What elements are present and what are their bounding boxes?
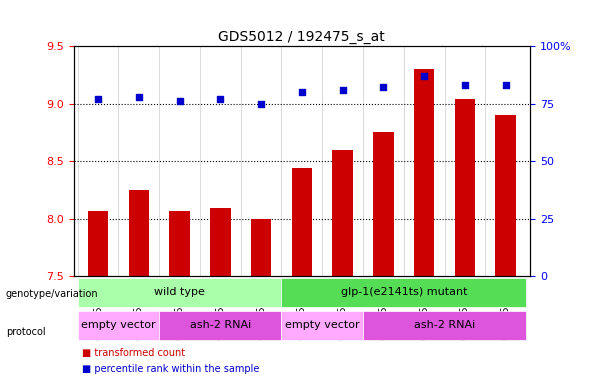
Bar	[292, 168, 312, 276]
Bar	[251, 218, 272, 276]
Text: glp-1(e2141ts) mutant: glp-1(e2141ts) mutant	[340, 288, 467, 298]
FancyBboxPatch shape	[159, 311, 282, 340]
Text: ■ transformed count: ■ transformed count	[82, 348, 186, 358]
FancyBboxPatch shape	[282, 278, 526, 307]
Point	[460, 82, 469, 88]
FancyBboxPatch shape	[78, 311, 159, 340]
Bar	[88, 210, 108, 276]
Text: wild type: wild type	[154, 288, 205, 298]
Bar	[170, 210, 190, 276]
Bar	[495, 115, 516, 276]
Point	[501, 82, 510, 88]
Text: ■ percentile rank within the sample: ■ percentile rank within the sample	[82, 364, 260, 374]
FancyBboxPatch shape	[78, 278, 282, 307]
Point	[216, 96, 225, 102]
Bar	[414, 69, 434, 276]
Text: empty vector: empty vector	[285, 320, 359, 330]
Point	[256, 101, 266, 107]
Bar	[373, 132, 393, 276]
Point	[338, 87, 348, 93]
Point	[379, 84, 388, 91]
Bar	[128, 190, 149, 276]
Text: ash-2 RNAi: ash-2 RNAi	[414, 320, 475, 330]
Bar	[332, 150, 353, 276]
Point	[175, 98, 184, 104]
Bar	[210, 208, 230, 276]
Text: empty vector: empty vector	[81, 320, 155, 330]
FancyBboxPatch shape	[282, 311, 363, 340]
Text: genotype/variation: genotype/variation	[6, 289, 98, 299]
Text: ash-2 RNAi: ash-2 RNAi	[190, 320, 251, 330]
Text: protocol: protocol	[6, 327, 45, 337]
Point	[419, 73, 429, 79]
Point	[134, 94, 144, 100]
Point	[297, 89, 307, 95]
FancyBboxPatch shape	[363, 311, 526, 340]
Bar	[455, 99, 475, 276]
Title: GDS5012 / 192475_s_at: GDS5012 / 192475_s_at	[219, 30, 385, 44]
Point	[94, 96, 103, 102]
